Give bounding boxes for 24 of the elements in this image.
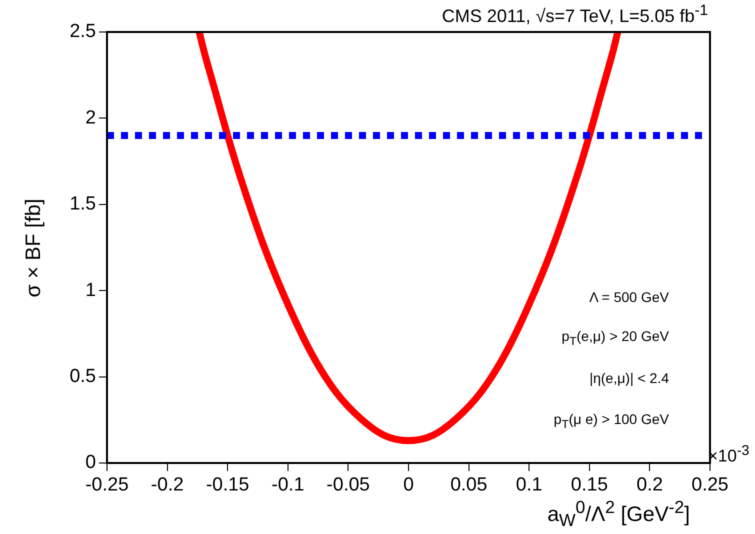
x-tick-label: -0.15 — [206, 474, 250, 496]
y-tick-label: 0 — [85, 452, 96, 474]
annotation: p$_{T}$(e,μ) > 20 GeV — [562, 328, 669, 348]
x-tick-label: -0.25 — [85, 474, 129, 496]
x-tick-label: 0.25 — [692, 474, 728, 496]
x-tick-label: 0.05 — [450, 474, 488, 496]
annotation: |η(e,μ)| < 2.4 — [589, 370, 669, 386]
x-tick-label: 0 — [403, 474, 414, 496]
x-tick-label: -0.05 — [326, 474, 370, 496]
annotation: Λ = 500 GeV — [589, 289, 669, 305]
annotation: p$_{T}$(μ e) > 100 GeV — [554, 411, 669, 431]
x-tick-label: -0.1 — [272, 474, 304, 496]
x-tick-label: 0.15 — [570, 474, 608, 496]
y-tick-label: 2 — [85, 107, 96, 128]
y-tick-label: 1 — [85, 280, 96, 301]
x-tick-label: 0.2 — [636, 474, 663, 496]
y-tick-label: 2.5 — [70, 21, 96, 42]
x-tick-label: -0.2 — [150, 474, 184, 496]
x-axis-title: a$_{W}$$^{0}$/Λ$^{2}$ [GeV$^{-2}$] — [547, 497, 690, 532]
chart-title: CMS 2011, √s=7 TeV, L=5.05 fb$^{-1}$ — [442, 2, 708, 27]
y-tick-label: 1.5 — [70, 194, 96, 215]
x-tick-label: 0.1 — [516, 474, 542, 496]
y-tick-label: 0.5 — [70, 366, 96, 388]
y-axis-title: σ × BF [fb] — [22, 198, 46, 297]
